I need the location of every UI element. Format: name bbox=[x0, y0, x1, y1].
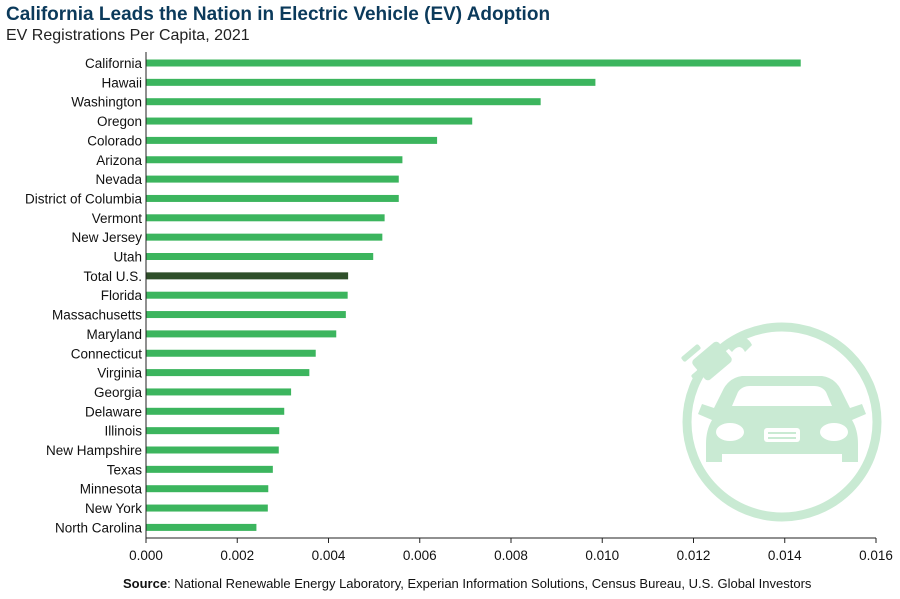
category-label: Massachusetts bbox=[52, 308, 142, 323]
ev-plug-car-icon bbox=[681, 322, 882, 522]
bar-texas bbox=[146, 465, 273, 473]
x-tick-label: 0.014 bbox=[768, 548, 802, 563]
bar-minnesota bbox=[146, 485, 269, 493]
bar-georgia bbox=[146, 388, 292, 396]
chart-subtitle: EV Registrations Per Capita, 2021 bbox=[6, 27, 250, 44]
x-tick-label: 0.006 bbox=[403, 548, 437, 563]
bar-total-u-s- bbox=[146, 272, 349, 280]
chart-title: California Leads the Nation in Electric … bbox=[6, 4, 551, 25]
source-note: Source: National Renewable Energy Labora… bbox=[123, 576, 811, 591]
category-label: New York bbox=[85, 501, 142, 516]
category-label: Colorado bbox=[87, 133, 142, 148]
x-tick-label: 0.008 bbox=[494, 548, 528, 563]
bar-oregon bbox=[146, 117, 473, 125]
category-label: Connecticut bbox=[71, 346, 143, 361]
category-label: Maryland bbox=[86, 327, 142, 342]
category-label: Hawaii bbox=[101, 75, 142, 90]
category-label: Nevada bbox=[95, 172, 142, 187]
category-label: New Hampshire bbox=[46, 443, 142, 458]
category-label: Vermont bbox=[92, 211, 143, 226]
bars-group bbox=[146, 59, 801, 531]
bar-colorado bbox=[146, 136, 438, 144]
bar-maryland bbox=[146, 330, 337, 338]
bar-washington bbox=[146, 98, 541, 106]
x-tick-label: 0.010 bbox=[585, 548, 619, 563]
category-labels: California Hawaii Washington Oregon Colorado… bbox=[25, 56, 143, 535]
category-label: Total U.S. bbox=[83, 269, 142, 284]
source-text: : National Renewable Energy Laboratory, … bbox=[167, 576, 812, 591]
bar-vermont bbox=[146, 214, 385, 222]
bar-illinois bbox=[146, 427, 280, 435]
category-label: California bbox=[85, 56, 143, 71]
bar-arizona bbox=[146, 156, 403, 164]
bar-massachusetts bbox=[146, 311, 346, 319]
x-tick-label: 0.012 bbox=[677, 548, 711, 563]
category-label: Minnesota bbox=[80, 482, 143, 497]
category-label: District of Columbia bbox=[25, 191, 143, 206]
bar-hawaii bbox=[146, 78, 596, 86]
category-label: Florida bbox=[101, 288, 143, 303]
category-label: Illinois bbox=[104, 424, 142, 439]
x-tick-label: 0.004 bbox=[312, 548, 346, 563]
category-label: North Carolina bbox=[55, 520, 143, 535]
category-label: Arizona bbox=[96, 153, 142, 168]
source-label: Source bbox=[123, 576, 168, 591]
category-label: Virginia bbox=[97, 366, 142, 381]
category-label: Georgia bbox=[94, 385, 143, 400]
bar-california bbox=[146, 59, 801, 67]
bar-utah bbox=[146, 253, 374, 260]
x-tick-label: 0.016 bbox=[859, 548, 893, 563]
x-tick-label: 0.000 bbox=[129, 548, 163, 563]
x-axis: 0.000 0.002 0.004 0.006 0.008 0.010 0.012 0.014… bbox=[129, 52, 893, 563]
bar-nevada bbox=[146, 175, 399, 183]
category-label: Washington bbox=[71, 95, 142, 110]
bar-florida bbox=[146, 291, 348, 299]
x-tick-label: 0.002 bbox=[220, 548, 254, 563]
bar-district-of-columbia bbox=[146, 194, 399, 202]
bar-connecticut bbox=[146, 349, 316, 357]
category-label: New Jersey bbox=[71, 230, 142, 245]
bar-virginia bbox=[146, 369, 310, 377]
bar-new-jersey bbox=[146, 233, 383, 241]
bar-new-hampshire bbox=[146, 446, 279, 454]
category-label: Oregon bbox=[97, 114, 142, 129]
bar-north-carolina bbox=[146, 523, 257, 531]
category-label: Utah bbox=[113, 250, 142, 265]
category-label: Texas bbox=[107, 462, 143, 477]
category-label: Delaware bbox=[85, 404, 142, 419]
bar-new-york bbox=[146, 504, 268, 512]
bar-delaware bbox=[146, 407, 285, 415]
